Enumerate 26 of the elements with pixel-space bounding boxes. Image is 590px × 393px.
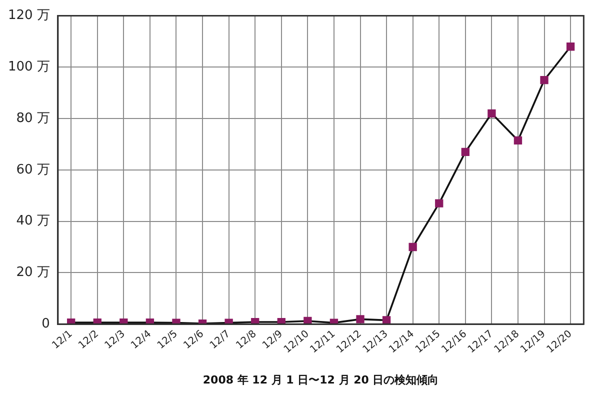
point [461, 148, 470, 156]
y-tick-label: 100 万 [8, 60, 50, 75]
y-tick-label: 0 [42, 316, 50, 332]
y-tick-label: 80 万 [16, 110, 50, 126]
point [488, 109, 496, 118]
point [67, 318, 76, 324]
y-tick-label: 20 万 [16, 265, 50, 280]
y-tick-label: 60 万 [16, 162, 50, 178]
point [435, 199, 444, 208]
point [382, 316, 391, 324]
point [93, 318, 102, 324]
point [146, 318, 154, 324]
point [304, 316, 312, 324]
point [514, 136, 522, 144]
point [540, 76, 548, 84]
point [224, 318, 233, 324]
point [172, 318, 180, 324]
y-tick-label: 120 万 [8, 8, 50, 24]
point [120, 318, 128, 324]
y-tick-label: 40 万 [16, 214, 50, 229]
point [408, 242, 417, 252]
point [277, 318, 286, 324]
x-axis-title: 2008 年 12 月 1 日〜12 月 20 日の検知傾向 [202, 373, 439, 386]
point [251, 318, 260, 324]
point [566, 42, 575, 51]
point [356, 315, 364, 324]
